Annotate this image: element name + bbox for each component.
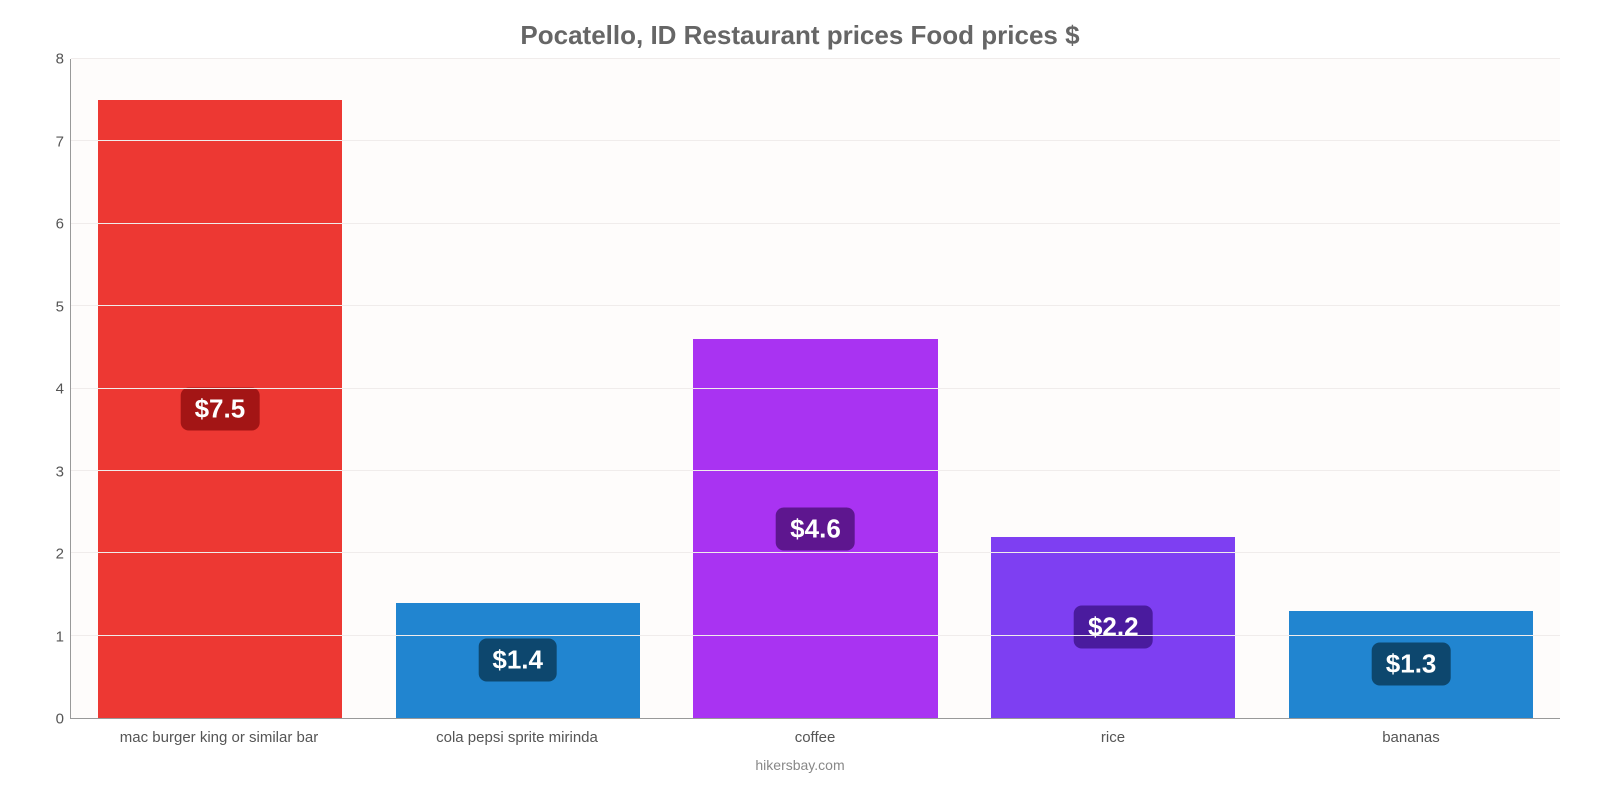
- bar-value-label: $7.5: [181, 388, 260, 431]
- bar: $7.5: [98, 100, 342, 718]
- bar: $1.3: [1289, 611, 1533, 718]
- chart-footer: hikersbay.com: [40, 757, 1560, 773]
- grid-line: [71, 470, 1560, 471]
- y-tick-label: 7: [56, 133, 64, 150]
- bar: $2.2: [991, 537, 1235, 718]
- grid-line: [71, 388, 1560, 389]
- y-tick-label: 6: [56, 216, 64, 233]
- grid-line: [71, 58, 1560, 59]
- x-axis: mac burger king or similar barcola pepsi…: [70, 719, 1560, 755]
- bar: $1.4: [396, 603, 640, 718]
- bar-chart: Pocatello, ID Restaurant prices Food pri…: [0, 0, 1600, 800]
- y-tick-label: 5: [56, 298, 64, 315]
- y-tick-label: 2: [56, 546, 64, 563]
- y-tick-label: 4: [56, 381, 64, 398]
- plot-row: 012345678 $7.5$1.4$4.6$2.2$1.3: [40, 59, 1560, 719]
- chart-title: Pocatello, ID Restaurant prices Food pri…: [40, 20, 1560, 51]
- y-tick-label: 0: [56, 711, 64, 728]
- bar-value-label: $1.4: [478, 639, 557, 682]
- x-tick-label: bananas: [1262, 729, 1560, 746]
- grid-line: [71, 223, 1560, 224]
- y-tick-label: 3: [56, 463, 64, 480]
- x-tick-label: cola pepsi sprite mirinda: [368, 729, 666, 746]
- bar-slot: $1.3: [1262, 59, 1560, 718]
- x-tick-label: coffee: [666, 729, 964, 746]
- grid-line: [71, 552, 1560, 553]
- y-tick-label: 8: [56, 51, 64, 68]
- bar-slot: $2.2: [964, 59, 1262, 718]
- bar-slot: $1.4: [369, 59, 667, 718]
- x-tick-label: rice: [964, 729, 1262, 746]
- y-axis: 012345678: [40, 59, 70, 719]
- bar-slot: $7.5: [71, 59, 369, 718]
- plot-area: $7.5 $1.4 $4.6 $2.2 $1.3: [70, 59, 1560, 719]
- bars-container: $7.5 $1.4 $4.6 $2.2 $1.3: [71, 59, 1560, 718]
- bar-slot: $4.6: [667, 59, 965, 718]
- grid-line: [71, 635, 1560, 636]
- grid-line: [71, 140, 1560, 141]
- bar-value-label: $1.3: [1372, 643, 1451, 686]
- bar-value-label: $2.2: [1074, 606, 1153, 649]
- grid-line: [71, 305, 1560, 306]
- bar-value-label: $4.6: [776, 507, 855, 550]
- bar: $4.6: [693, 339, 937, 718]
- y-tick-label: 1: [56, 628, 64, 645]
- x-tick-label: mac burger king or similar bar: [70, 729, 368, 746]
